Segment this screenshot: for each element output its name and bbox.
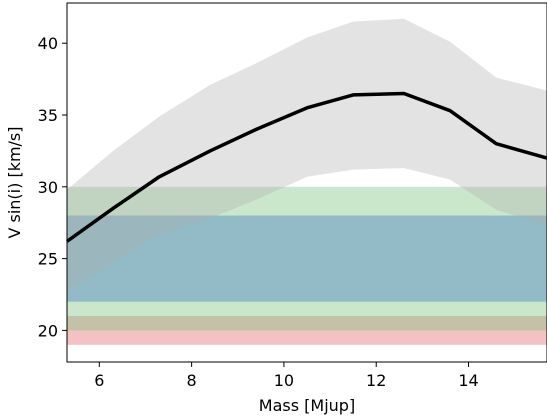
y-axis-label: V sin(i) [km/s] <box>5 126 24 238</box>
x-tick-label: 14 <box>458 371 478 390</box>
x-axis-label: Mass [Mjup] <box>259 396 355 415</box>
horizontal-band-0 <box>67 316 547 345</box>
y-tick-label: 40 <box>38 34 58 53</box>
y-tick-label: 20 <box>38 321 58 340</box>
x-tick-label: 8 <box>187 371 197 390</box>
x-tick-label: 12 <box>366 371 386 390</box>
y-tick-label: 30 <box>38 178 58 197</box>
y-tick-label: 25 <box>38 250 58 269</box>
y-axis-ticks: 20 25 30 35 40 <box>38 34 67 340</box>
confidence-band-layer <box>67 18 547 292</box>
x-tick-label: 6 <box>94 371 104 390</box>
mean-line <box>65 91 547 243</box>
uncertainty-band <box>67 18 547 292</box>
horizontal-bands-layer <box>67 186 547 345</box>
mean-line-layer <box>65 91 547 243</box>
x-axis-ticks: 6 8 10 12 14 <box>94 362 479 390</box>
horizontal-band-2 <box>67 215 547 302</box>
y-tick-label: 35 <box>38 106 58 125</box>
horizontal-band-1 <box>67 186 547 331</box>
x-tick-label: 10 <box>274 371 294 390</box>
plot-frame <box>66 2 547 363</box>
